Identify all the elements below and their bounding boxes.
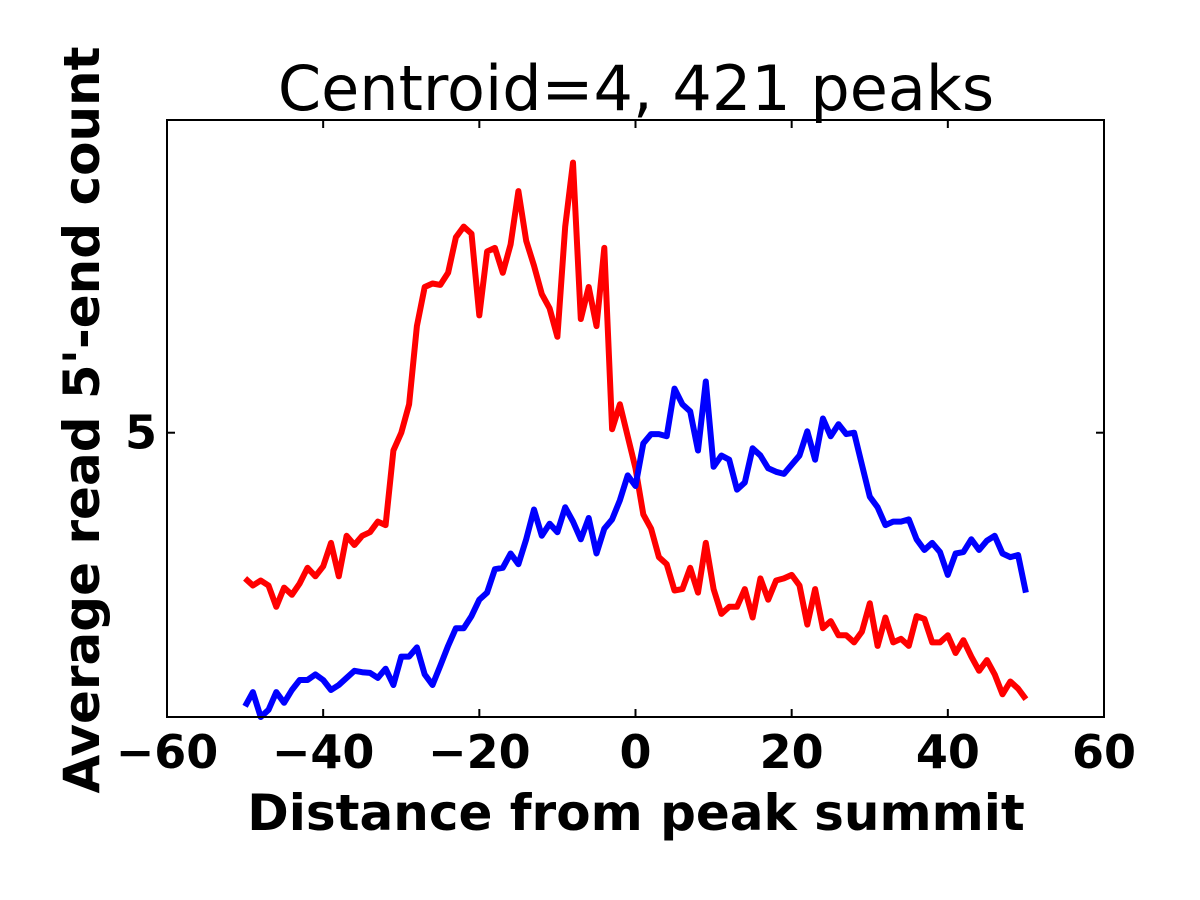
series-layer [242,159,1029,720]
tick-layer: −60 −40 −20 0 20 40 60 5 [116,120,1136,779]
x-tick-label: 0 [619,725,651,779]
x-tick-label: 60 [1072,725,1136,779]
x-tick-label: −20 [428,725,531,779]
series-line-2 [242,378,1029,720]
chart-title: Centroid=4, 421 peaks [278,52,994,125]
y-tick-label: 5 [125,406,157,460]
x-tick-label: 40 [916,725,980,779]
series-line-1 [243,159,1029,701]
x-tick-label: −40 [272,725,375,779]
x-tick-label: −60 [116,725,219,779]
x-tick-label: 20 [760,725,824,779]
x-axis-label: Distance from peak summit [247,784,1025,842]
y-axis-label: Average read 5'-end count [53,46,111,793]
